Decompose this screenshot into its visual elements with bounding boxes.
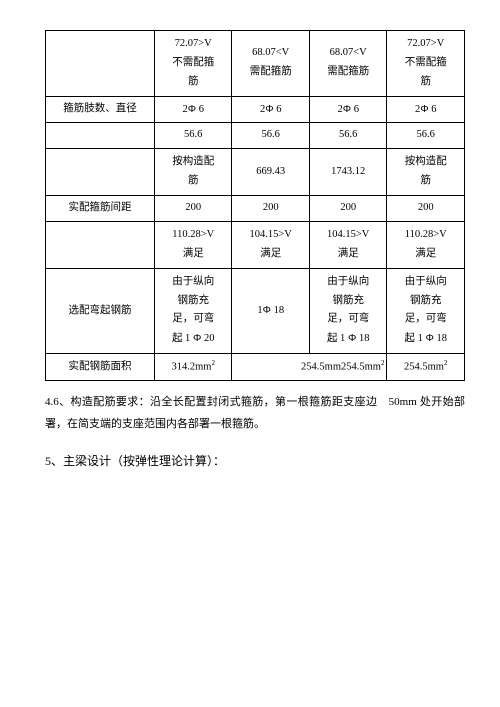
cell: 104.15>V满足: [232, 221, 310, 268]
cell-label: 箍筋肢数、直径: [46, 96, 155, 123]
table-row: 实配箍筋间距 200 200 200 200: [46, 196, 465, 222]
cell-label: [46, 31, 155, 97]
table-row: 箍筋肢数、直径 2Φ 6 2Φ 6 2Φ 6 2Φ 6: [46, 96, 465, 123]
table-row: 按构造配筋 669.43 1743.12 按构造配筋: [46, 149, 465, 196]
cell: 56.6: [387, 123, 465, 149]
cell: 2Φ 6: [387, 96, 465, 123]
cell-label: 实配钢筋面积: [46, 354, 155, 381]
cell: 1Φ 18: [232, 268, 310, 354]
cell-label: [46, 221, 155, 268]
cell: 314.2mm2: [154, 354, 232, 381]
cell-label: [46, 123, 155, 149]
rebar-table: 72.07>V不需配箍筋 68.07<V需配箍筋 68.07<V需配箍筋 72.…: [45, 30, 465, 381]
cell: 72.07>V不需配箍筋: [154, 31, 232, 97]
cell: 110.28>V满足: [154, 221, 232, 268]
table-row: 选配弯起钢筋 由于纵向钢筋充足，可弯起 1 Φ 20 1Φ 18 由于纵向钢筋充…: [46, 268, 465, 354]
table-row: 56.6 56.6 56.6 56.6: [46, 123, 465, 149]
cell: 110.28>V满足: [387, 221, 465, 268]
cell-label: 选配弯起钢筋: [46, 268, 155, 354]
cell: 2Φ 6: [154, 96, 232, 123]
cell: 由于纵向钢筋充足，可弯起 1 Φ 20: [154, 268, 232, 354]
table-row: 110.28>V满足 104.15>V满足 104.15>V满足 110.28>…: [46, 221, 465, 268]
cell-merged: 254.5mm254.5mm2: [232, 354, 387, 381]
table-row: 72.07>V不需配箍筋 68.07<V需配箍筋 68.07<V需配箍筋 72.…: [46, 31, 465, 97]
cell: 2Φ 6: [232, 96, 310, 123]
cell: 200: [154, 196, 232, 222]
cell-label: 实配箍筋间距: [46, 196, 155, 222]
cell: 2Φ 6: [309, 96, 387, 123]
cell: 按构造配筋: [387, 149, 465, 196]
cell: 按构造配筋: [154, 149, 232, 196]
cell: 由于纵向钢筋充足，可弯起 1 Φ 18: [309, 268, 387, 354]
cell: 200: [387, 196, 465, 222]
cell: 104.15>V满足: [309, 221, 387, 268]
paragraph-4-6: 4.6、构造配筋要求：沿全长配置封闭式箍筋，第一根箍筋距支座边 50mm 处开始…: [45, 391, 465, 435]
cell: 200: [232, 196, 310, 222]
page-content: 72.07>V不需配箍筋 68.07<V需配箍筋 68.07<V需配箍筋 72.…: [0, 0, 500, 503]
cell: 200: [309, 196, 387, 222]
cell: 72.07>V不需配箍筋: [387, 31, 465, 97]
cell: 669.43: [232, 149, 310, 196]
cell: 68.07<V需配箍筋: [309, 31, 387, 97]
cell: 56.6: [309, 123, 387, 149]
table-row: 实配钢筋面积 314.2mm2 254.5mm254.5mm2 254.5mm2: [46, 354, 465, 381]
cell: 由于纵向钢筋充足，可弯起 1 Φ 18: [387, 268, 465, 354]
cell: 254.5mm2: [387, 354, 465, 381]
cell-label: [46, 149, 155, 196]
cell: 56.6: [154, 123, 232, 149]
cell: 1743.12: [309, 149, 387, 196]
section-5-title: 5、主梁设计（按弹性理论计算）：: [45, 449, 465, 473]
cell: 56.6: [232, 123, 310, 149]
cell: 68.07<V需配箍筋: [232, 31, 310, 97]
